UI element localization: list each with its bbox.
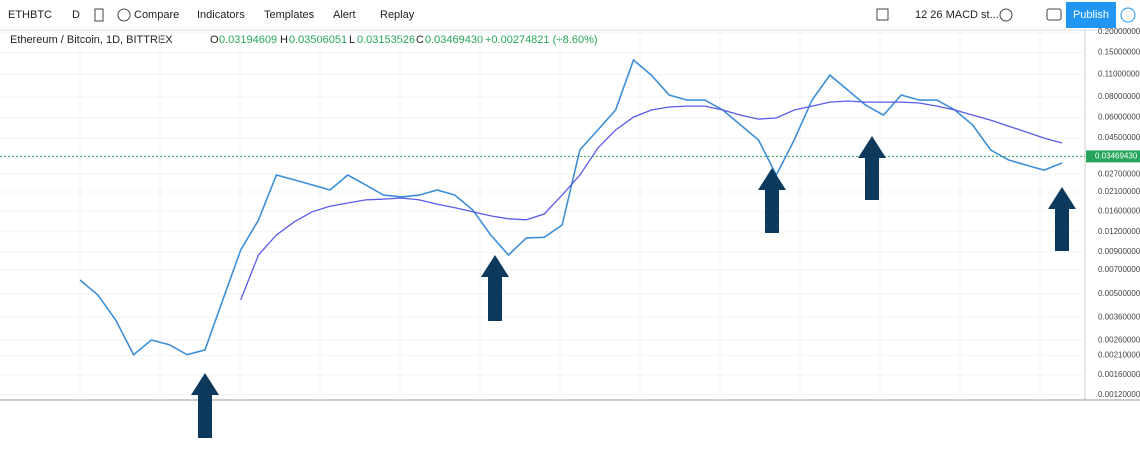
legend-l: L: [349, 34, 355, 46]
interval[interactable]: D: [72, 9, 80, 21]
arrow: [191, 373, 219, 438]
compare-icon: [117, 8, 131, 22]
y-tick-label: 0.00260000: [1098, 335, 1140, 344]
settings-icon[interactable]: [999, 8, 1013, 22]
y-tick-label: 0.00120000: [1098, 390, 1140, 399]
last-price-tag: [1086, 150, 1140, 163]
y-tick-label: 0.02100000: [1098, 187, 1140, 196]
legend-open: 0.03194609: [219, 34, 277, 46]
publish-button[interactable]: [1066, 2, 1116, 28]
y-tick-label: 0.01200000: [1098, 227, 1140, 236]
y-tick-label: 0.15000000: [1098, 48, 1140, 57]
legend-o: O: [210, 34, 219, 46]
snapshot-icon[interactable]: [1046, 8, 1062, 21]
y-tick-label: 0.11000000: [1098, 70, 1140, 79]
y-tick-label: 0.02700000: [1098, 169, 1140, 178]
templates-button[interactable]: Templates: [264, 9, 315, 21]
symbol[interactable]: ETHBTC: [8, 9, 52, 21]
arrow: [758, 168, 786, 233]
compare-button[interactable]: Compare: [134, 9, 179, 21]
y-tick-label: 0.01600000: [1098, 206, 1140, 215]
y-tick-label: 0.04500000: [1098, 133, 1140, 142]
price-line: [240, 100, 1063, 301]
legend-title: Ethereum / Bitcoin, 1D, BITTREX: [10, 34, 173, 46]
legend-close: 0.03469430: [425, 34, 483, 46]
arrow: [1048, 187, 1076, 251]
arrow: [858, 136, 886, 200]
arrows: [191, 136, 1076, 438]
legend-c: C: [416, 34, 424, 46]
alert-button[interactable]: Alert: [333, 9, 356, 21]
replay-button[interactable]: Replay: [380, 9, 415, 21]
y-tick-label: 0.00900000: [1098, 247, 1140, 256]
indicators-button[interactable]: Indicators: [197, 9, 245, 21]
y-tick-label: 0.08000000: [1098, 92, 1140, 101]
legend-high: 0.03506051: [289, 34, 347, 46]
indicator-select[interactable]: 12 26 MACD st...: [915, 9, 999, 21]
legend-low: 0.03153526: [357, 34, 415, 46]
y-tick-label: 0.00700000: [1098, 265, 1140, 274]
toolbar: [0, 0, 1140, 30]
price-line: [79, 58, 1063, 356]
y-tick-label: 0.06000000: [1098, 113, 1140, 122]
y-tick-label: 0.00160000: [1098, 370, 1140, 379]
legend-h: H: [280, 34, 288, 46]
y-tick-label: 0.00360000: [1098, 312, 1140, 321]
legend-change: +0.00274821 (+8.60%): [485, 34, 598, 46]
y-tick-label: 0.00210000: [1098, 351, 1140, 360]
candle-icon[interactable]: [94, 8, 104, 22]
square-icon[interactable]: [876, 8, 889, 21]
last-price-label: 0.03469430: [1095, 152, 1138, 161]
publish-label: Publish: [1073, 9, 1109, 21]
arrow: [481, 255, 509, 321]
play-icon[interactable]: [1120, 7, 1136, 23]
y-tick-label: 0.20000000: [1098, 27, 1140, 36]
y-tick-label: 0.00500000: [1098, 289, 1140, 298]
